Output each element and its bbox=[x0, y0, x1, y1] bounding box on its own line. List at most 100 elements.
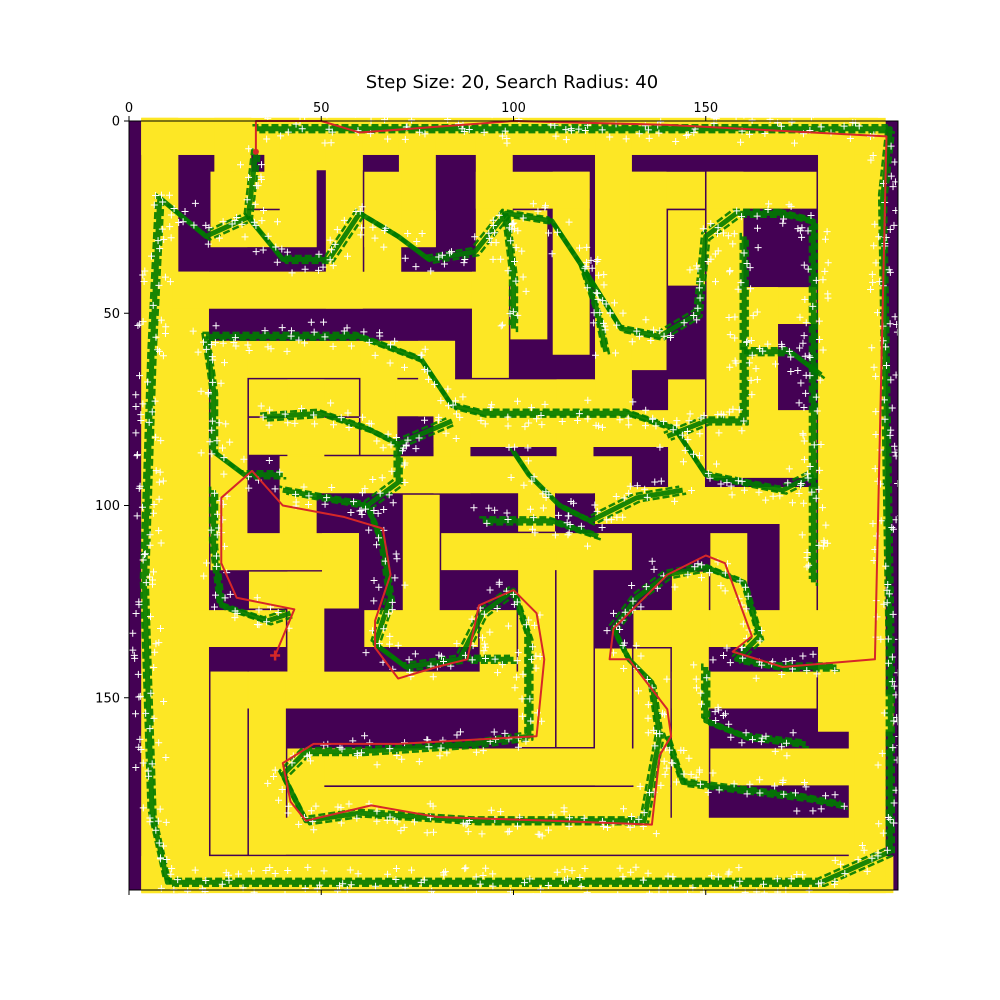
tree-sample-marker bbox=[452, 110, 460, 118]
tree-sample-marker bbox=[259, 246, 267, 254]
tree-sample-marker bbox=[415, 758, 423, 766]
tree-sample-marker bbox=[320, 867, 328, 875]
tree-sample-marker bbox=[463, 820, 471, 828]
tree-sample-marker bbox=[456, 413, 464, 421]
tree-sample-marker bbox=[358, 511, 366, 519]
tree-sample-marker bbox=[344, 252, 352, 260]
tree-sample-marker bbox=[759, 347, 767, 355]
tree-sample-marker bbox=[602, 300, 610, 308]
tree-sample-marker bbox=[155, 495, 163, 503]
tree-sample-marker bbox=[361, 732, 369, 740]
tree-sample-marker bbox=[704, 258, 712, 266]
tree-sample-marker bbox=[689, 450, 697, 458]
tree-sample-marker bbox=[311, 420, 319, 428]
tree-sample-marker bbox=[149, 301, 157, 309]
tree-sample-marker bbox=[376, 329, 384, 337]
tree-sample-marker bbox=[337, 414, 345, 422]
tree-sample-marker bbox=[283, 248, 291, 256]
tree-sample-marker bbox=[809, 302, 817, 310]
tree-sample-marker bbox=[385, 610, 393, 618]
tree-branch bbox=[208, 339, 287, 480]
tree-sample-marker bbox=[889, 744, 897, 752]
tree-sample-marker bbox=[581, 264, 589, 272]
tree-sample-marker bbox=[458, 125, 466, 133]
tree-sample-marker bbox=[761, 129, 769, 137]
tree-sample-marker bbox=[887, 426, 895, 434]
tree-sample-marker bbox=[645, 789, 653, 797]
tree-sample-marker bbox=[291, 419, 299, 427]
tree-sample-marker bbox=[626, 823, 634, 831]
tree-sample-marker bbox=[873, 613, 881, 621]
tree-sample-marker bbox=[337, 819, 345, 827]
tree-sample-marker bbox=[492, 239, 500, 247]
tree-sample-marker bbox=[538, 832, 546, 840]
tree-sample-marker bbox=[692, 675, 700, 683]
tree-sample-marker bbox=[881, 415, 889, 423]
tree-sample-marker bbox=[644, 126, 652, 134]
tree-sample-marker bbox=[669, 873, 677, 881]
tree-sample-marker bbox=[462, 864, 470, 872]
tree-sample-marker bbox=[392, 875, 400, 883]
tree-sample-marker bbox=[754, 224, 762, 232]
tree-sample-marker bbox=[889, 525, 897, 533]
tree-sample-marker bbox=[594, 295, 602, 303]
tree-sample-marker bbox=[400, 444, 408, 452]
tree-sample-marker bbox=[253, 594, 261, 602]
tree-sample-marker bbox=[564, 531, 572, 539]
tree-sample-marker bbox=[821, 235, 829, 243]
tree-sample-marker bbox=[138, 503, 146, 511]
tree-branch bbox=[482, 518, 599, 539]
tree-sample-marker bbox=[323, 111, 331, 119]
tree-sample-marker bbox=[539, 504, 547, 512]
tree-sample-marker bbox=[207, 526, 215, 534]
tree-sample-marker bbox=[331, 240, 339, 248]
tree-sample-marker bbox=[468, 615, 476, 623]
tree-sample-marker bbox=[526, 875, 534, 883]
tree-sample-marker bbox=[300, 483, 308, 491]
tree-sample-marker bbox=[880, 709, 888, 717]
tree-sample-marker bbox=[748, 351, 756, 359]
tree-sample-marker bbox=[860, 846, 868, 854]
tree-sample-marker bbox=[889, 610, 897, 618]
tree-sample-marker bbox=[525, 419, 533, 427]
tree-sample-marker bbox=[642, 583, 650, 591]
tree-sample-marker bbox=[307, 318, 315, 326]
tree-sample-marker bbox=[159, 198, 167, 206]
tree-sample-marker bbox=[151, 648, 159, 656]
tree-sample-marker bbox=[565, 512, 573, 520]
tree-sample-marker bbox=[166, 223, 174, 231]
tree-sample-marker bbox=[404, 436, 412, 444]
tree-sample-marker bbox=[147, 252, 155, 260]
tree-sample-marker bbox=[231, 614, 239, 622]
tree-sample-marker bbox=[146, 531, 154, 539]
tree-sample-marker bbox=[799, 652, 807, 660]
tree-sample-marker bbox=[537, 411, 545, 419]
tree-sample-marker bbox=[762, 732, 770, 740]
tree-sample-marker bbox=[672, 138, 680, 146]
tree-sample-marker bbox=[816, 335, 824, 343]
tree-sample-marker bbox=[624, 414, 632, 422]
tree-sample-marker bbox=[316, 881, 324, 889]
tree-sample-marker bbox=[513, 397, 521, 405]
tree-branch bbox=[501, 209, 512, 326]
tree-sample-marker bbox=[295, 336, 303, 344]
tree-sample-marker bbox=[477, 417, 485, 425]
tree-sample-marker bbox=[304, 863, 312, 871]
tree-sample-marker bbox=[529, 200, 537, 208]
tree-sample-marker bbox=[549, 811, 557, 819]
tree-sample-marker bbox=[231, 607, 239, 615]
tree-sample-marker bbox=[680, 319, 688, 327]
tree-sample-marker bbox=[696, 430, 704, 438]
tree-sample-marker bbox=[135, 601, 143, 609]
tree-sample-marker bbox=[135, 484, 143, 492]
tree-sample-marker bbox=[643, 493, 651, 501]
tree-branch bbox=[146, 130, 896, 888]
tree-sample-marker bbox=[417, 351, 425, 359]
tree-sample-marker bbox=[191, 866, 199, 874]
tree-sample-marker bbox=[510, 257, 518, 265]
tree-sample-marker bbox=[740, 111, 748, 119]
tree-sample-marker bbox=[150, 568, 158, 576]
tree-sample-marker bbox=[446, 249, 454, 257]
tree-sample-marker bbox=[715, 706, 723, 714]
tree-sample-marker bbox=[387, 341, 395, 349]
